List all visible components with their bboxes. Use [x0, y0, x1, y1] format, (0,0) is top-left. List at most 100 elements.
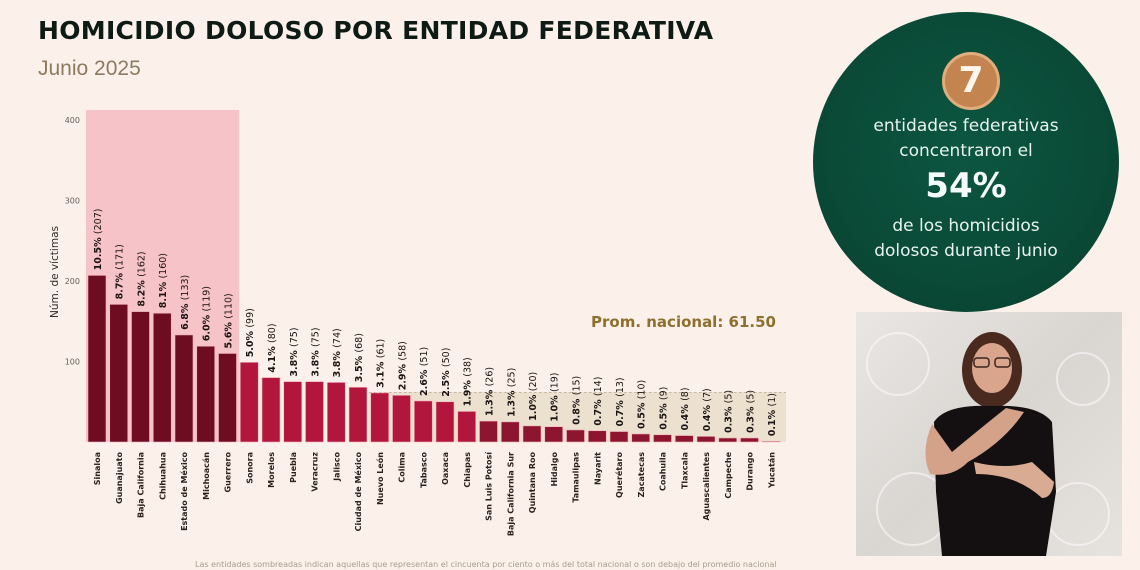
bar-data-label: 2.6% (51) — [419, 347, 430, 396]
bar-oaxaca — [435, 401, 455, 443]
bar-data-label: 0.5% (10) — [637, 380, 648, 429]
sign-language-interpreter-video — [856, 312, 1122, 556]
bar-data-label: 0.1% (1) — [767, 393, 778, 436]
x-tick-label: Coahuila — [659, 452, 668, 491]
x-tick-label: Sonora — [245, 452, 254, 484]
bar-data-label: 3.8% (75) — [289, 327, 300, 376]
x-tick-label: Chihuahua — [158, 452, 167, 500]
bar-san-luis-potos- — [479, 420, 498, 443]
bar-chihuahua — [152, 312, 172, 443]
bar-data-label: 2.9% (58) — [398, 341, 409, 390]
bar-data-label: 4.1% (80) — [267, 323, 278, 372]
bar-data-label: 1.0% (20) — [528, 372, 539, 421]
x-tick-label: Zacatecas — [637, 452, 646, 498]
x-tick-label: Tabasco — [419, 452, 428, 488]
bar-data-label: 1.9% (38) — [463, 357, 474, 406]
bar-data-label: 0.7% (14) — [593, 377, 604, 426]
callout-text-2: concentraron el — [899, 141, 1033, 161]
bar-nayarit — [587, 430, 607, 443]
bar-data-label: 0.3% (5) — [746, 390, 757, 433]
x-tick-label: Chiapas — [463, 452, 472, 488]
x-tick-label: Veracruz — [311, 452, 320, 492]
bar-zacatecas — [631, 433, 651, 443]
y-tick-label: 200 — [65, 277, 80, 286]
bar-data-label: 8.1% (160) — [158, 253, 169, 308]
x-tick-label: Nayarit — [593, 452, 602, 485]
national-average-label: Prom. nacional: 61.50 — [591, 313, 776, 331]
chart-title: HOMICIDIO DOLOSO POR ENTIDAD FEDERATIVA — [38, 16, 714, 45]
bar-coahuila — [653, 434, 672, 443]
bar-sonora — [239, 362, 259, 443]
bar-data-label: 1.0% (19) — [550, 373, 561, 422]
bar-data-label: 0.5% (9) — [659, 387, 670, 430]
x-tick-label: Tlaxcala — [680, 452, 689, 489]
bar-data-label: 0.7% (13) — [615, 377, 626, 426]
x-tick-label: Campeche — [724, 451, 733, 498]
x-tick-label: Aguascalientes — [702, 452, 711, 521]
y-tick-label: 400 — [65, 116, 80, 125]
x-tick-label: Baja California Sur — [506, 452, 515, 536]
callout-text-1: entidades federativas — [873, 116, 1059, 136]
bar-tamaulipas — [566, 429, 585, 443]
bar-chart: 100 200 300 400 Núm. de víctimas 10.5% (207… — [49, 110, 786, 536]
x-tick-label: Tamaulipas — [572, 452, 581, 503]
bar-quer-taro — [609, 431, 629, 443]
x-tick-label: Jalisco — [332, 451, 341, 481]
bar-data-label: 6.8% (133) — [180, 275, 191, 330]
x-tick-label: Sinaloa — [93, 452, 102, 485]
interpreter-figure — [925, 332, 1056, 556]
bar-data-label: 1.3% (25) — [506, 368, 517, 417]
bar-chiapas — [457, 411, 477, 443]
bar-data-label: 6.0% (119) — [202, 286, 213, 341]
bar-sinaloa — [87, 275, 107, 443]
bar-data-label: 0.8% (15) — [572, 376, 583, 425]
bar-data-label: 0.3% (5) — [724, 390, 735, 433]
bar-michoac-n — [196, 345, 216, 443]
bar-data-label: 3.8% (75) — [311, 327, 322, 376]
x-tick-label: Colima — [398, 452, 407, 483]
summary-callout: 7 entidades federativas concentraron el … — [813, 12, 1119, 312]
bar-tabasco — [413, 400, 433, 443]
y-axis-label: Núm. de víctimas — [49, 226, 61, 318]
x-tick-label: Nuevo León — [375, 452, 385, 505]
bar-tlaxcala — [674, 435, 694, 443]
x-tick-label: Puebla — [289, 452, 298, 483]
bar-data-label: 3.8% (74) — [332, 328, 343, 377]
bar-estado-de-m-xico — [174, 334, 194, 443]
x-tick-label: Quintana Roo — [528, 451, 537, 513]
bar-quintana-roo — [522, 425, 542, 443]
x-tick-label: Guerrero — [224, 452, 233, 493]
bar-ciudad-de-m-xico — [348, 386, 368, 443]
x-tick-label: Michoacán — [202, 452, 211, 500]
footnote: Las entidades sombreadas indican aquella… — [195, 560, 777, 569]
bar-guanajuato — [109, 304, 129, 443]
x-tick-label: San Luis Potosí — [485, 451, 494, 521]
bar-data-label: 10.5% (207) — [93, 209, 104, 271]
bar-aguascalientes — [696, 436, 716, 443]
x-tick-label: Morelos — [267, 452, 276, 488]
bar-data-label: 2.5% (50) — [441, 348, 452, 397]
bar-yucat-n — [761, 440, 781, 443]
bar-baja-california — [131, 311, 150, 443]
callout-percent: 54% — [925, 166, 1007, 206]
callout-text-4: dolosos durante junio — [874, 241, 1058, 261]
x-tick-label: Yucatán — [767, 452, 776, 489]
bar-morelos — [261, 377, 281, 443]
x-tick-label: Ciudad de México — [353, 452, 363, 532]
bar-guerrero — [218, 353, 237, 443]
bar-durango — [740, 437, 759, 443]
bar-data-label: 5.0% (99) — [245, 308, 256, 357]
bar-data-label: 3.5% (68) — [354, 333, 365, 382]
y-tick-label: 100 — [65, 358, 80, 367]
count-badge: 7 — [942, 52, 1000, 110]
x-tick-label: Durango — [746, 452, 755, 491]
bar-nuevo-le-n — [370, 392, 390, 443]
callout-text-3: de los homicidios — [892, 216, 1040, 236]
bar-data-label: 5.6% (110) — [224, 293, 235, 348]
bar-puebla — [283, 381, 303, 443]
y-tick-label: 300 — [65, 197, 80, 206]
bar-data-label: 8.2% (162) — [137, 251, 148, 306]
x-tick-label: Hidalgo — [550, 452, 559, 487]
bar-data-label: 3.1% (61) — [376, 339, 387, 388]
bar-campeche — [718, 437, 738, 443]
